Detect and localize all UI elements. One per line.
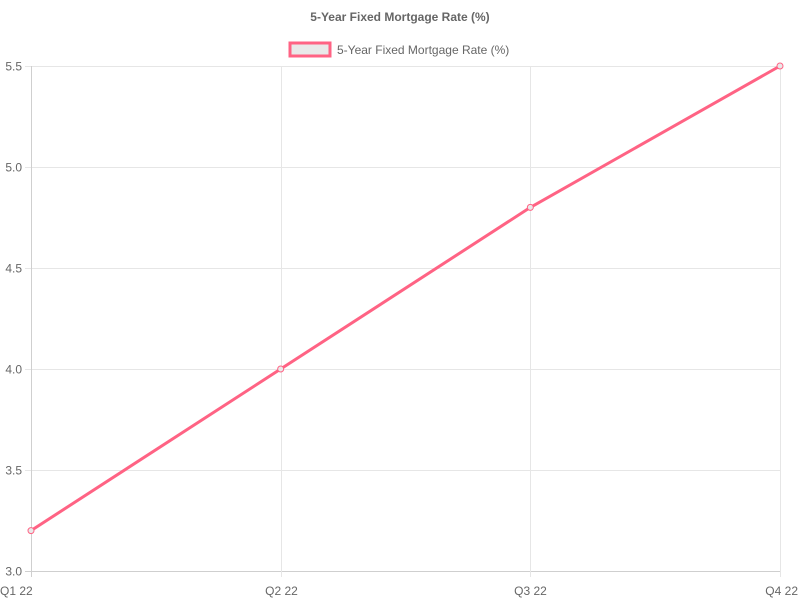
x-tick-label: Q2 22: [265, 584, 298, 598]
x-axis-ticks: Q1 22 Q2 22 Q3 22 Q4 22: [0, 584, 798, 598]
series-line: [30, 64, 781, 532]
legend[interactable]: 5-Year Fixed Mortgage Rate (%): [288, 41, 509, 58]
gridlines: [25, 66, 781, 577]
data-point[interactable]: [776, 62, 784, 70]
y-tick-label: 5.5: [5, 60, 22, 74]
y-tick-label: 5.0: [5, 161, 22, 175]
data-point[interactable]: [27, 527, 35, 535]
data-point[interactable]: [526, 203, 534, 211]
data-point[interactable]: [277, 365, 285, 373]
y-axis-ticks: 3.0 3.5 4.0 4.5 5.0 5.5: [5, 60, 22, 579]
x-tick-label: Q1 22: [0, 584, 33, 598]
series-layer: [27, 62, 784, 535]
legend-swatch[interactable]: [288, 41, 332, 58]
y-tick-label: 4.5: [5, 262, 22, 276]
y-tick-label: 3.0: [5, 565, 22, 579]
x-tick-label: Q4 22: [765, 584, 798, 598]
y-tick-label: 3.5: [5, 464, 22, 478]
chart-title: 5-Year Fixed Mortgage Rate (%): [310, 10, 489, 24]
legend-label[interactable]: 5-Year Fixed Mortgage Rate (%): [337, 43, 509, 57]
y-tick-label: 4.0: [5, 363, 22, 377]
x-tick-label: Q3 22: [514, 584, 547, 598]
